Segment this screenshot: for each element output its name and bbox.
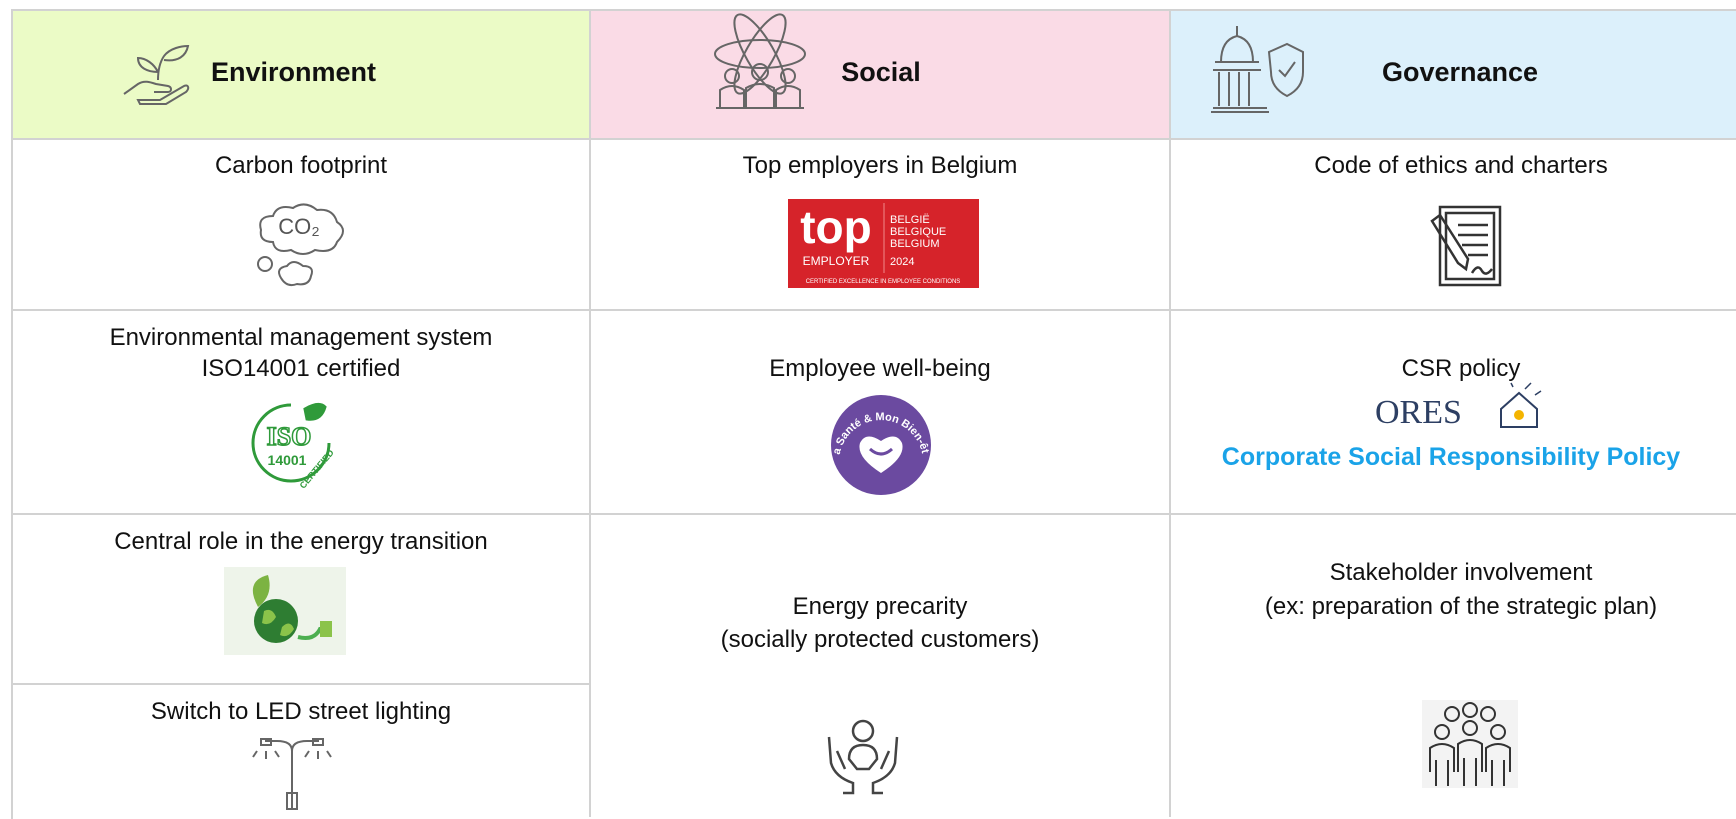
table-cell: CSR policy ORES Corporate Social Respons… xyxy=(1171,311,1736,515)
header-cell xyxy=(11,9,591,140)
header-title: Environment xyxy=(211,57,377,87)
table-cell: Carbon footprint CO₂ xyxy=(11,140,591,311)
document-icon xyxy=(1430,205,1502,287)
logo-text: 2024 xyxy=(890,256,914,268)
cell-text: Top employers in Belgium xyxy=(742,152,1018,179)
ores-logo: ORES xyxy=(1375,382,1542,431)
cell-text: ISO14001 certified xyxy=(201,355,401,382)
cell-text: Corporate Social Responsibility Policy xyxy=(1221,443,1681,471)
badge-text: ISO xyxy=(267,422,312,451)
table-cell: Switch to LED street lighting xyxy=(11,685,591,817)
table-cell: Stakeholder involvement (ex: preparation… xyxy=(1171,515,1736,817)
governance-icon xyxy=(1211,26,1304,113)
social-icon xyxy=(714,13,806,109)
wellbeing-logo: Ma Santé & Mon Bien-être xyxy=(811,384,931,495)
people-icon xyxy=(1422,700,1518,788)
top-employer-logo: top EMPLOYER BELGIË BELGIQUE BELGIUM 202… xyxy=(788,199,979,288)
logo-text: BELGIUM xyxy=(890,238,940,250)
icon-text: CO₂ xyxy=(278,214,320,239)
logo-text: BELGIQUE xyxy=(890,226,946,238)
cell-text: Switch to LED street lighting xyxy=(150,698,452,725)
table-cell: Top employers in Belgium top EMPLOYER BE… xyxy=(591,140,1171,311)
header-cell xyxy=(1171,9,1736,140)
cell-text: CSR policy xyxy=(1401,355,1521,382)
header-cell xyxy=(591,9,1171,140)
logo-text: top xyxy=(800,201,872,253)
cell-text: Employee well-being xyxy=(769,355,991,382)
table-cell: Code of ethics and charters xyxy=(1171,140,1736,311)
cell-text: Code of ethics and charters xyxy=(1314,152,1608,179)
iso-badge: ISO 14001 CERTIFIED xyxy=(251,402,336,490)
cell-text: Environmental management system xyxy=(109,324,493,351)
cell-text: Central role in the energy transition xyxy=(114,528,488,555)
energy-transition-icon xyxy=(224,567,346,655)
care-hands-icon xyxy=(827,719,899,795)
environment-icon xyxy=(123,44,190,105)
cell-text: Stakeholder involvement xyxy=(1329,559,1593,586)
logo-text: CERTIFIED EXCELLENCE IN EMPLOYEE CONDITI… xyxy=(806,279,961,285)
header-title: Governance xyxy=(1381,57,1539,87)
table-cell: Central role in the energy transition xyxy=(11,515,591,685)
cell-text: Energy precarity xyxy=(792,593,968,620)
logo-text: ORES xyxy=(1375,394,1462,431)
table-cell: Energy precarity (socially protected cus… xyxy=(591,515,1171,817)
header-title: Social xyxy=(841,57,921,87)
table-cell: Employee well-being Ma Santé & Mon Bien-… xyxy=(591,311,1171,515)
cell-text: (ex: preparation of the strategic plan) xyxy=(1264,593,1658,620)
cell-text: Carbon footprint xyxy=(214,152,388,179)
badge-text: 14001 xyxy=(268,452,307,468)
logo-text: BELGIË xyxy=(890,214,930,226)
co2-icon: CO₂ xyxy=(257,203,344,287)
cell-text: (socially protected customers) xyxy=(720,626,1040,653)
logo-text: EMPLOYER xyxy=(803,254,870,268)
table-cell: Environmental management system ISO14001… xyxy=(11,311,591,515)
led-lamp-icon xyxy=(252,738,332,810)
